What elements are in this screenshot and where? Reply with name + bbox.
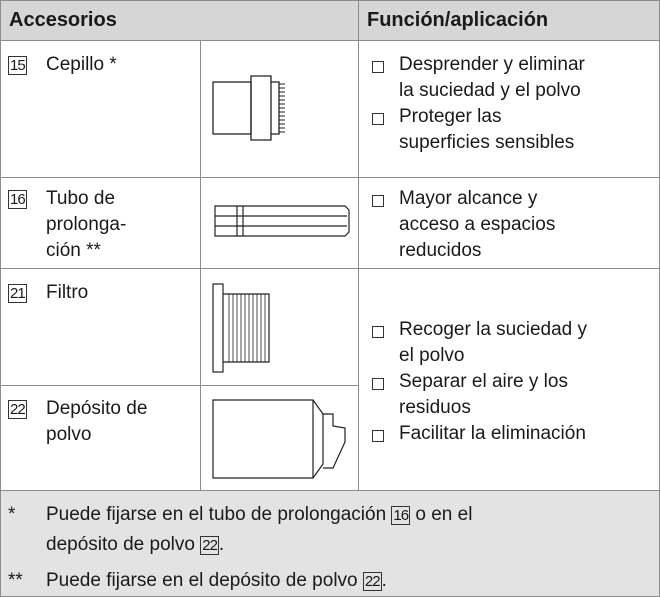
item-number: 22: [8, 396, 27, 422]
function-text: superficies sensibles: [399, 132, 575, 153]
tube-image: [214, 205, 350, 237]
filter-image: [212, 283, 270, 373]
function-text: residuos: [399, 397, 471, 418]
note-part: o en el: [410, 504, 473, 525]
note-part: Puede fijarse en el tubo de prolongación: [46, 504, 392, 525]
item-name: Tubo de: [46, 188, 116, 209]
function-text: la suciedad y el polvo: [399, 80, 581, 101]
item-number: 21: [8, 280, 27, 306]
item-number: 16: [8, 186, 27, 212]
item-name: Filtro: [46, 282, 89, 303]
item-name: polvo: [46, 424, 92, 445]
dust-container-image: [212, 399, 346, 479]
ref-box: 22: [8, 400, 27, 419]
ref-box: 15: [8, 56, 27, 75]
note-part: .: [381, 570, 387, 591]
function-text: acceso a espacios: [399, 214, 556, 235]
header-text: Función/aplicación: [367, 9, 549, 31]
function-text: Proteger las: [399, 106, 502, 127]
item-name: prolonga-: [46, 214, 127, 235]
function-text: Mayor alcance y: [399, 188, 538, 209]
note-text: Puede fijarse en el depósito de polvo 22…: [46, 568, 387, 594]
header-cell: Función/aplicación: [358, 0, 660, 41]
checkbox: [372, 326, 384, 338]
checkbox: [372, 430, 384, 442]
note-part: .: [218, 534, 225, 555]
function-text: Facilitar la eliminación: [399, 423, 586, 444]
item-number: 15: [8, 52, 27, 78]
item-name: Cepillo *: [46, 54, 117, 75]
function-text: Recoger la suciedad y: [399, 319, 587, 340]
item-name: Depósito de: [46, 398, 148, 419]
ref-box: 16: [8, 190, 27, 209]
ref-box: 22: [362, 572, 382, 591]
function-text: Desprender y eliminar: [399, 54, 585, 75]
checkbox: [372, 195, 384, 207]
brush-image: [212, 75, 285, 141]
cell: [0, 268, 201, 386]
checkbox: [372, 113, 384, 125]
function-text: el polvo: [399, 345, 465, 366]
ref-box: 22: [200, 536, 219, 555]
note-text: Puede fijarse en el tubo de prolongación…: [46, 502, 472, 528]
note-part: depósito de polvo: [46, 534, 201, 555]
footer: [0, 490, 660, 597]
function-text: Separar el aire y los: [399, 371, 568, 392]
note-part: Puede fijarse en el depósito de polvo: [46, 570, 363, 591]
note-mark: *: [8, 504, 16, 525]
checkbox: [372, 378, 384, 390]
ref-box: 21: [8, 284, 27, 303]
note-text: depósito de polvo 22.: [46, 532, 224, 558]
note-mark: **: [8, 570, 23, 591]
checkbox: [372, 61, 384, 73]
function-text: reducidos: [399, 240, 482, 261]
item-name: ción **: [46, 240, 101, 261]
header-cell: Accesorios: [0, 0, 359, 41]
ref-box: 16: [391, 506, 411, 525]
header-text: Accesorios: [9, 9, 117, 31]
